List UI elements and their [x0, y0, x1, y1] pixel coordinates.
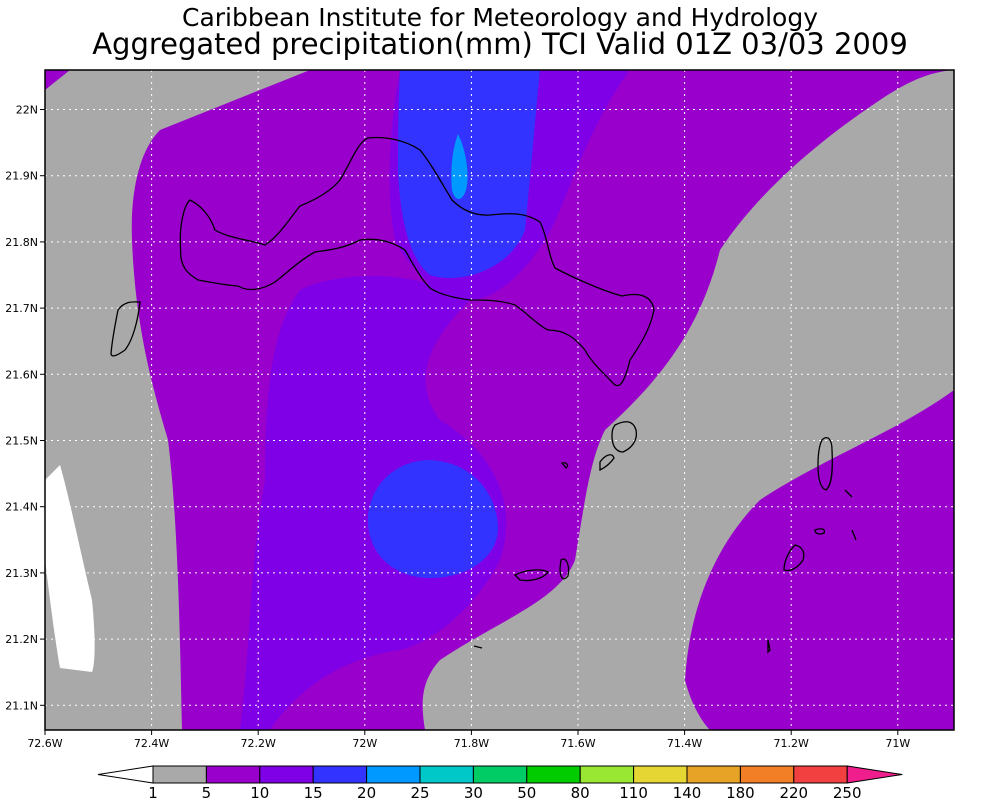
colorbar-level-label: 220: [779, 784, 808, 800]
colorbar-swatch: [366, 765, 421, 784]
colorbar-swatch: [205, 765, 261, 784]
colorbar-level-label: 80: [571, 784, 590, 800]
field-blue-north: [398, 70, 540, 278]
lon-tick-label: 72.2W: [241, 737, 276, 750]
colorbar-swatch: [312, 765, 368, 784]
colorbar-swatch: [739, 765, 795, 784]
lat-tick-label: 21.7N: [5, 302, 38, 315]
field-gray-east: [422, 70, 954, 730]
cay-coast-9: [473, 645, 483, 649]
lat-tick-label: 21.8N: [5, 236, 38, 249]
coastlines: [110, 136, 857, 654]
lon-tick-label: 71.6W: [560, 737, 595, 750]
colorbar-level-label: 5: [202, 784, 212, 800]
field-blue-south: [367, 460, 499, 578]
colorbar-low-arrow: [97, 765, 154, 784]
cay-coast-4: [560, 462, 569, 469]
colorbar-level-label: 1: [148, 784, 158, 800]
colorbar-swatch: [793, 765, 848, 784]
colorbar-level-label: 250: [833, 784, 862, 800]
colorbar-swatch: [152, 765, 207, 784]
colorbar-level-label: 25: [410, 784, 429, 800]
precipitation-field: [45, 70, 954, 730]
cay-coast-8: [851, 529, 857, 541]
caicos-islands-coast: [179, 136, 655, 387]
salt-cay-coast: [783, 544, 805, 572]
longitude-axis: 72.6W 72.4W 72.2W 72W 71.8W 71.6W 71.4W 71.2W 71…: [27, 730, 910, 750]
lon-tick-label: 72.4W: [134, 737, 169, 750]
colorbar-swatch: [686, 765, 741, 784]
colorbar-swatch: [579, 765, 635, 784]
cay-coast-6: [814, 528, 826, 535]
field-white-west: [45, 465, 95, 672]
south-caicos-coast: [611, 421, 638, 453]
colorbar-swatch: [259, 765, 314, 784]
institute-title: Caribbean Institute for Meteorology and …: [182, 3, 818, 32]
colorbar-level-label: 15: [304, 784, 323, 800]
colorbar-swatch: [633, 765, 688, 784]
lat-tick-label: 21.2N: [5, 633, 38, 646]
west-caicos-coast: [110, 301, 141, 357]
colorbar-level-label: 110: [619, 784, 648, 800]
lon-tick-label: 71.4W: [667, 737, 702, 750]
colorbar-level-label: 180: [726, 784, 755, 800]
map-header: Caribbean Institute for Meteorology and …: [0, 0, 1000, 64]
cay-coast-7: [844, 489, 853, 498]
lat-tick-label: 21.9N: [5, 170, 38, 183]
lat-tick-label: 21.1N: [5, 699, 38, 712]
colorbar-swatch: [526, 765, 581, 784]
precipitation-colorbar: 1 5 10 15 20 25 30 50 80 110 140 180 220 250: [97, 765, 903, 800]
plot-frame: [44, 69, 955, 731]
lon-tick-label: 71.8W: [454, 737, 489, 750]
map-title: Aggregated precipitation(mm) TCI Valid 0…: [92, 27, 908, 61]
colorbar-swatch: [472, 765, 528, 784]
lat-tick-label: 21.3N: [5, 567, 38, 580]
field-cyan-spot: [451, 134, 468, 199]
colorbar-level-label: 20: [357, 784, 376, 800]
lat-tick-label: 21.6N: [5, 368, 38, 381]
lon-tick-label: 71W: [885, 737, 910, 750]
cay-coast-1: [513, 569, 549, 582]
colorbar-swatch: [419, 765, 474, 784]
cay-coast-5: [767, 639, 771, 654]
colorbar-level-label: 10: [250, 784, 269, 800]
colorbar-high-arrow: [846, 765, 903, 784]
colorbar-level-label: 30: [464, 784, 483, 800]
latitude-axis: 22N 21.9N 21.8N 21.7N 21.6N 21.5N 21.4N 21.3N 21…: [5, 104, 45, 712]
cay-coast-3: [599, 454, 615, 472]
lat-tick-label: 22N: [16, 104, 38, 117]
colorbar-level-label: 50: [517, 784, 536, 800]
cay-coast-2: [559, 558, 570, 580]
colorbar-level-label: 140: [673, 784, 702, 800]
lat-tick-label: 21.4N: [5, 501, 38, 514]
field-gray-west: [45, 70, 310, 730]
lon-tick-label: 72W: [352, 737, 377, 750]
lat-tick-label: 21.5N: [5, 435, 38, 448]
lon-tick-label: 72.6W: [27, 737, 62, 750]
lat-lon-grid: [44, 70, 954, 730]
lon-tick-label: 71.2W: [774, 737, 809, 750]
grand-turk-coast: [817, 436, 833, 491]
